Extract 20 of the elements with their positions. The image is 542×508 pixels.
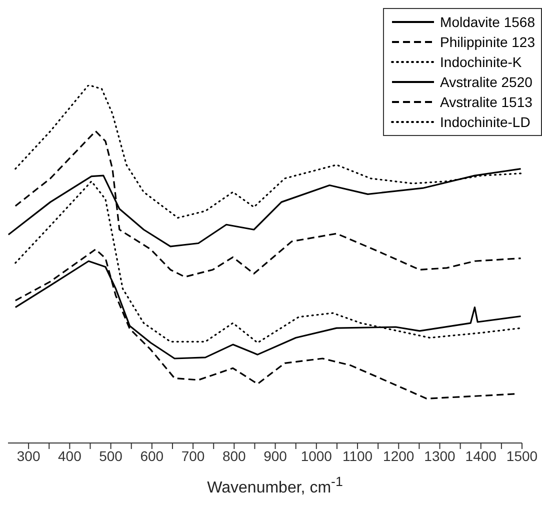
legend-label: Philippinite 123 bbox=[440, 34, 535, 50]
x-tick-label: 1000 bbox=[300, 448, 332, 464]
x-tick-label: 1400 bbox=[465, 448, 497, 464]
x-tick-label: 400 bbox=[58, 448, 82, 464]
x-tick-label: 300 bbox=[16, 448, 40, 464]
legend-label: Avstralite 2520 bbox=[440, 74, 532, 90]
x-tick-label: 700 bbox=[181, 448, 205, 464]
x-tick-label: 800 bbox=[222, 448, 246, 464]
legend-label: Avstralite 1513 bbox=[440, 94, 532, 110]
x-tick-label: 1500 bbox=[506, 448, 538, 464]
x-tick-label: 900 bbox=[264, 448, 288, 464]
legend-label: Moldavite 1568 bbox=[440, 14, 535, 30]
legend-label: Indochinite-LD bbox=[440, 114, 530, 130]
x-tick-label: 500 bbox=[99, 448, 123, 464]
x-tick-label: 1300 bbox=[424, 448, 456, 464]
x-tick-label: 1200 bbox=[383, 448, 414, 464]
x-tick-label: 600 bbox=[140, 448, 164, 464]
legend-label: Indochinite-K bbox=[440, 54, 522, 70]
x-axis-title: Wavenumber, cm$^{-1}$ bbox=[206, 474, 344, 498]
x-tick-label: 1100 bbox=[342, 448, 373, 464]
